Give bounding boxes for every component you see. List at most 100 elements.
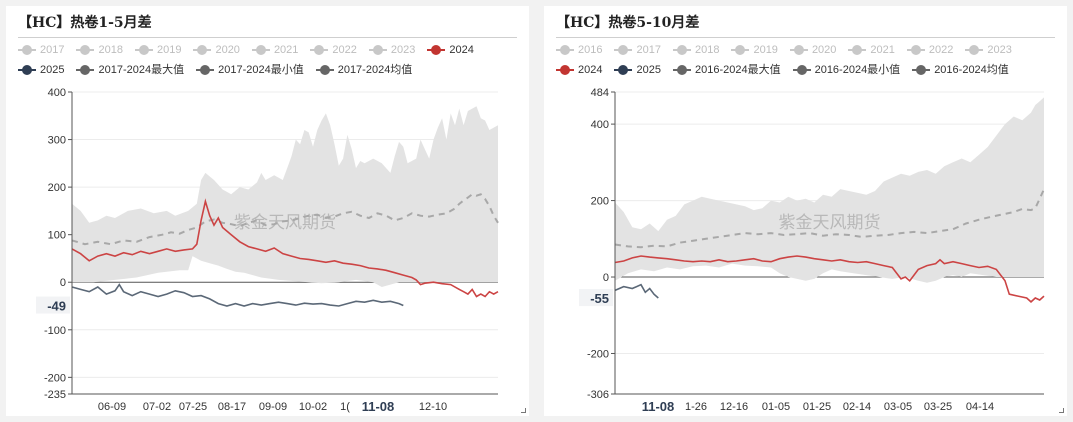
legend-marker-icon [251,45,270,56]
legend-item-2020[interactable]: 2020 [193,40,240,60]
legend-item-2016-2024最大值[interactable]: 2016-2024最大值 [672,60,781,80]
y-tick-label: 484 [591,87,609,99]
y-pointer-label-bg [36,296,70,314]
y-tick-label: 400 [591,119,609,131]
legend-label: 2017 [636,44,661,56]
legend-item-2022[interactable]: 2022 [906,40,953,60]
x-tick-label: 01-25 [803,401,831,413]
x-tick-label: 02-14 [843,401,871,413]
legend-marker-icon [912,65,931,76]
legend-label: 2021 [870,44,895,56]
legend-marker-icon [193,45,212,56]
legend-item-2025[interactable]: 2025 [18,60,64,80]
legend-item-2022[interactable]: 2022 [310,40,357,60]
legend-marker-icon [614,65,633,76]
legend-item-2017-2024最大值[interactable]: 2017-2024最大值 [76,60,184,80]
legend-marker-icon [672,45,691,56]
legend-marker-icon [965,45,984,56]
legend-item-2017[interactable]: 2017 [18,40,64,60]
resize-handle[interactable] [1059,408,1064,413]
legend-item-2016-2024均值[interactable]: 2016-2024均值 [912,60,1009,80]
y-tick-label: -100 [44,325,66,337]
range-band-area [615,97,1044,283]
legend-label: 2023 [390,44,416,56]
legend-marker-icon [196,65,215,76]
chart-plot: 紫金天风期货 400 300 200 100 0 -100 -200 -235 -49 06-09 0… [36,87,499,415]
legend-item-2021[interactable]: 2021 [848,40,895,60]
series-average-line [614,188,1045,249]
chart-legend: 2017 2018 2019 2020 2021 2022 2023 2024 2025 2017… [18,40,525,80]
legend-item-2023[interactable]: 2023 [965,40,1012,60]
chart-plot: 紫金天风期货 484 400 200 0 -200 -306 -55 1-26 12-16 01-0… [579,87,1045,415]
y-pointer-label: -49 [47,299,66,314]
legend-label: 2019 [156,44,182,56]
legend-item-2019[interactable]: 2019 [134,40,182,60]
chart-title: 【HC】热卷5-10月差 [556,15,700,31]
series-average-line [71,193,499,246]
legend-marker-icon [672,65,691,76]
legend-marker-icon [789,45,808,56]
x-tick-label: 07-25 [179,401,207,413]
legend-item-2016-2024最小值[interactable]: 2016-2024最小值 [792,60,900,80]
legend-label: 2016 [578,44,603,56]
watermark-text: 紫金天风期货 [779,213,881,233]
legend-item-2017-2024最小值[interactable]: 2017-2024最小值 [196,60,304,80]
resize-handle[interactable] [521,408,526,413]
legend-marker-icon [792,65,811,76]
legend-label: 2018 [98,44,123,56]
legend-item-2018[interactable]: 2018 [76,40,123,60]
legend-label: 2025 [636,64,661,76]
legend-item-2020[interactable]: 2020 [789,40,837,60]
x-tick-label: 07-02 [143,401,171,413]
legend-item-2023[interactable]: 2023 [368,40,416,60]
legend-label: 2016-2024最大值 [694,64,781,76]
legend-label: 2018 [694,44,720,56]
legend-item-2017-2024均值[interactable]: 2017-2024均值 [315,60,412,80]
y-pointer-label-bg [579,289,613,307]
legend-item-2021[interactable]: 2021 [251,40,298,60]
y-tick-label: 400 [48,87,66,99]
x-tick-label: 03-25 [924,401,952,413]
legend-marker-icon [731,45,750,56]
legend-item-2018[interactable]: 2018 [672,40,720,60]
y-tick-label: 0 [603,272,609,284]
legend-marker-icon [368,45,387,56]
y-tick-label: 200 [591,196,609,208]
series-2024-line [71,198,499,298]
chart-panel-hc-1-5-spread: 【HC】热卷1-5月差 2017 2018 2019 2020 2021 2022 2023… [6,6,529,416]
x-tick-label: 04-14 [966,401,994,413]
y-tick-label: -200 [587,348,609,360]
legend-label: 2017-2024最小值 [218,64,304,76]
y-tick-label: 300 [48,135,66,147]
legend-label: 2017-2024最大值 [98,64,185,76]
series-2025-line [71,283,404,307]
x-tick-label: 08-17 [218,401,246,413]
legend-marker-icon [556,45,574,56]
y-tick-label: -235 [44,389,66,401]
x-tick-label: 12-16 [720,401,748,413]
legend-marker-icon [315,65,334,76]
legend-marker-icon [614,45,633,56]
y-tick-label: 0 [60,277,66,289]
x-tick-label: 12-10 [419,401,447,413]
range-band-area [72,106,498,287]
legend-item-2024[interactable]: 2024 [427,40,474,60]
legend-label: 2024 [449,44,474,56]
chart-legend: 2016 2017 2018 2019 2020 2021 2022 2023 2024 2025… [556,40,1063,80]
x-pointer-label: 11-08 [642,399,675,414]
x-tick-label: 09-09 [259,401,287,413]
legend-item-2019[interactable]: 2019 [731,40,778,60]
legend-label: 2023 [987,44,1012,56]
x-tick-label: 06-09 [98,401,126,413]
legend-item-2025[interactable]: 2025 [614,60,661,80]
legend-label: 2020 [215,44,240,56]
x-tick-label: 03-05 [884,401,912,413]
legend-item-2017[interactable]: 2017 [614,40,661,60]
legend-label: 2020 [811,44,837,56]
legend-label: 2017 [40,44,65,56]
y-tick-label: -306 [587,389,609,401]
legend-label: 2019 [753,44,778,56]
legend-item-2016[interactable]: 2016 [556,40,602,60]
legend-item-2024[interactable]: 2024 [556,60,602,80]
x-pointer-label-bg [356,397,400,415]
